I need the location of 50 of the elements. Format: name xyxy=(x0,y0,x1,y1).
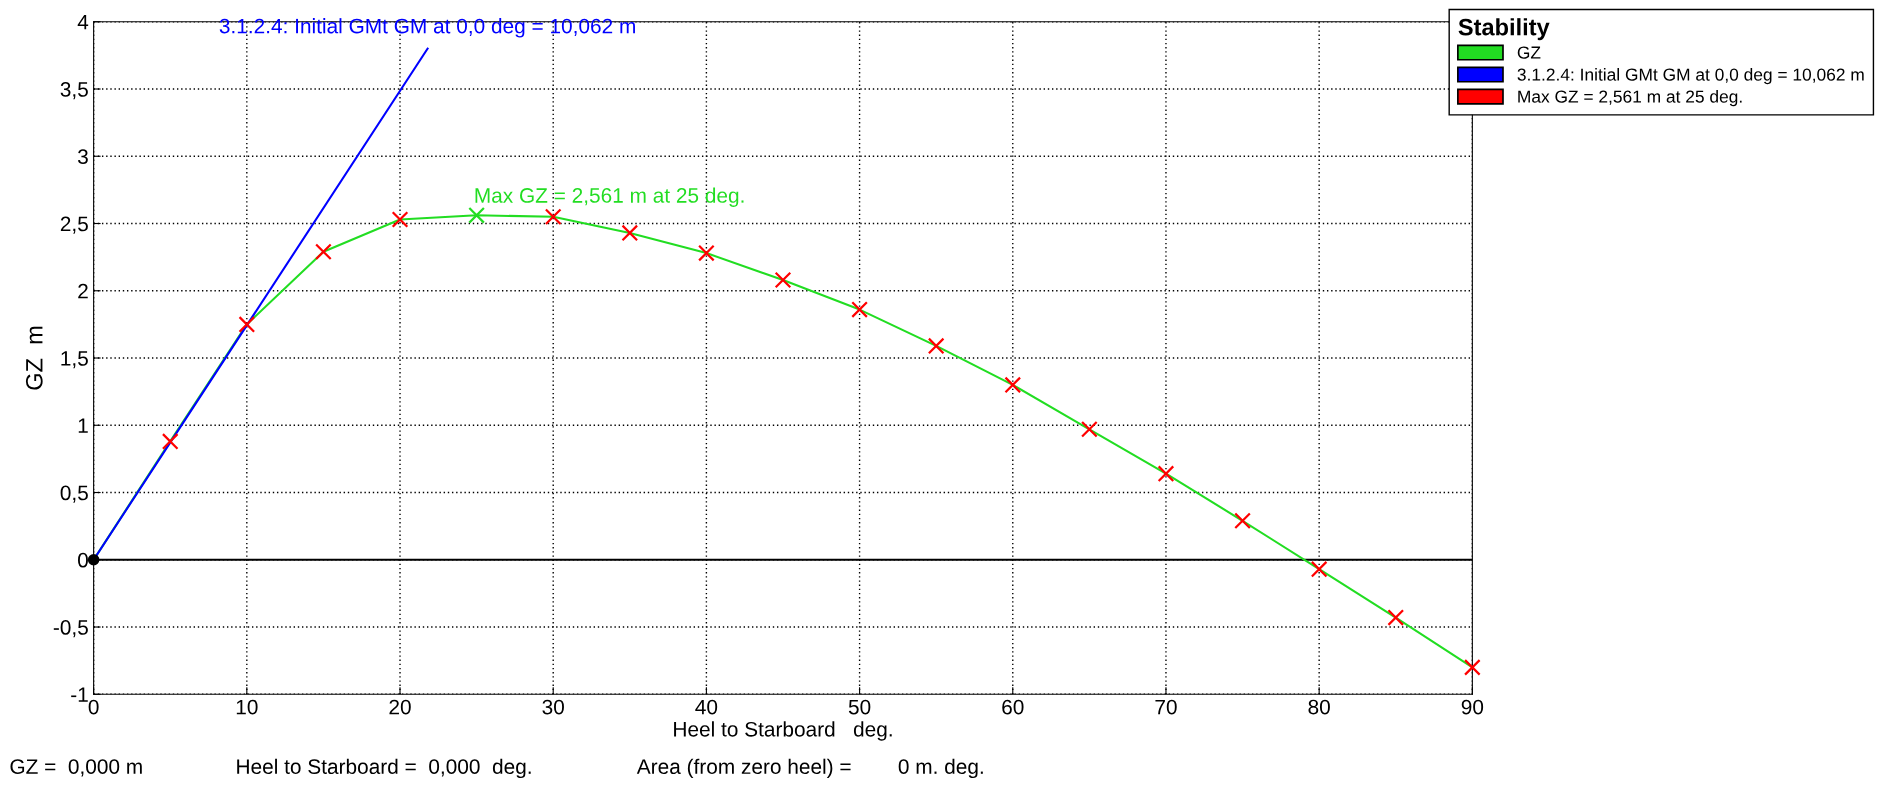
x-tick-label: 70 xyxy=(1155,699,1177,715)
text: Heel to Starboard = 0,000 deg. xyxy=(237,758,531,779)
point xyxy=(1310,560,1328,578)
point xyxy=(391,211,409,228)
point xyxy=(1004,376,1022,394)
y-tick-label: -0,5 xyxy=(53,620,88,638)
x-tick-label: 0 xyxy=(88,699,99,715)
x-tick-label: 40 xyxy=(695,699,718,715)
point xyxy=(1157,465,1175,483)
text: Area (from zero heel) = 0 m. deg. xyxy=(636,758,983,779)
annotation: Max GZ = 2,561 m at 25 deg. xyxy=(475,187,744,207)
y-tick-label: 2,5 xyxy=(60,216,88,234)
point xyxy=(544,208,562,226)
y-tick-label: 1,5 xyxy=(61,351,88,369)
point xyxy=(698,244,715,262)
annotation: 3.1.2.4: Initial GMt GM at 0,0 deg = 10,062 m xyxy=(219,18,635,38)
y-tick-label: 4 xyxy=(77,14,89,30)
point xyxy=(1463,658,1481,676)
y-tick-label: 3,5 xyxy=(60,82,88,100)
legend-label: GZ xyxy=(1517,46,1541,59)
y-tick-label: 2 xyxy=(78,283,88,299)
point xyxy=(468,206,485,224)
point xyxy=(238,316,256,333)
point xyxy=(1387,609,1405,626)
y-tick-label: 1 xyxy=(78,418,88,433)
x-tick-label: 50 xyxy=(848,699,871,715)
x-tick-label: 10 xyxy=(236,699,258,715)
y-tick-label: 0 xyxy=(78,552,88,568)
point xyxy=(621,224,639,242)
y-axis-title: GZ m xyxy=(25,326,43,390)
legend-label: Max GZ = 2,561 m at 25 deg. xyxy=(1518,90,1742,107)
point xyxy=(315,243,332,261)
y-tick-label: 0,5 xyxy=(60,485,88,503)
x-tick-label: 60 xyxy=(1002,699,1024,715)
x-tick-label: 30 xyxy=(542,699,564,715)
point xyxy=(851,301,868,318)
point xyxy=(1234,512,1251,530)
point xyxy=(774,271,792,289)
x-tick-label: 20 xyxy=(389,699,411,715)
legend-label: 3.1.2.4: Initial GMt GM at 0,0 deg = 10,062 m xyxy=(1517,67,1864,85)
x-axis-title: Heel to Starboard deg. xyxy=(674,721,892,741)
point xyxy=(161,433,179,450)
y-tick-label: 3 xyxy=(77,149,88,165)
x-tick-label: 80 xyxy=(1308,699,1330,715)
point xyxy=(1080,420,1098,438)
x-tick-label: 90 xyxy=(1461,699,1484,715)
point xyxy=(927,337,945,355)
legend-title: Stability xyxy=(1458,18,1550,41)
text: GZ = 0,000 m xyxy=(10,759,142,777)
y-tick-label: -1 xyxy=(71,687,88,702)
